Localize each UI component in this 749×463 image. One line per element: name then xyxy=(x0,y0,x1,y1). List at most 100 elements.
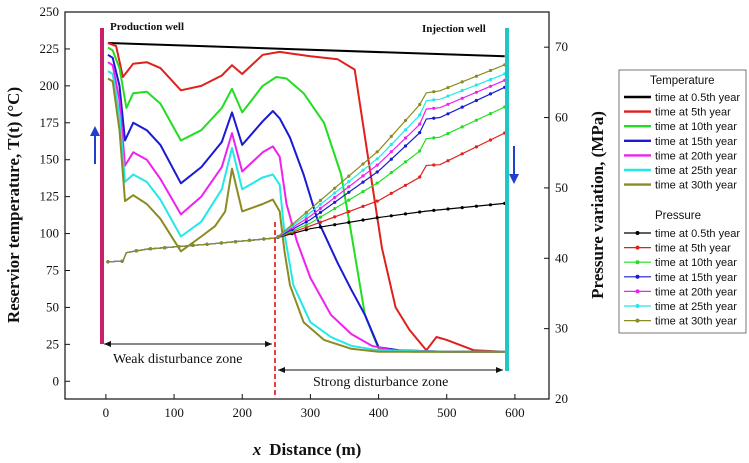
legend-pressure-label: time at 15th year xyxy=(655,272,737,284)
pressure-marker xyxy=(318,198,323,202)
pressure-marker xyxy=(333,195,337,200)
legend-pressure-label: time at 5th year xyxy=(655,243,731,255)
pressure-marker xyxy=(106,260,110,264)
legend-pressure-label: time at 30th year xyxy=(655,316,737,328)
pressure-marker xyxy=(120,259,124,263)
pressure-marker xyxy=(347,210,351,214)
pressure-marker xyxy=(375,181,379,185)
y2-tick-label: 70 xyxy=(555,39,568,54)
pressure-line-6 xyxy=(107,64,505,263)
pressure-marker xyxy=(347,185,351,189)
pressure-marker xyxy=(446,102,450,106)
pressure-marker xyxy=(304,225,308,229)
pressure-marker xyxy=(304,217,308,221)
legend-temperature-header: Temperature xyxy=(650,75,715,87)
pressure-marker xyxy=(361,218,365,222)
weak-zone-label: Weak disturbance zone xyxy=(113,352,242,367)
pressure-marker xyxy=(488,92,493,96)
pressure-marker xyxy=(460,105,464,109)
pressure-marker xyxy=(418,131,422,135)
legend-pressure-marker xyxy=(635,245,640,250)
pressure-marker xyxy=(248,238,252,242)
pressure-marker xyxy=(418,113,422,117)
legend-temp-label: time at 5th year xyxy=(655,107,731,119)
pressure-marker xyxy=(389,142,393,147)
pressure-line-4 xyxy=(107,79,505,263)
pressure-marker xyxy=(375,199,379,203)
pressure-marker xyxy=(403,212,408,216)
legend-temp-label: time at 0.5th year xyxy=(655,92,740,104)
pressure-marker xyxy=(333,223,337,227)
pressure-marker xyxy=(318,206,323,210)
legend-pressure-marker xyxy=(635,274,640,279)
pressure-marker xyxy=(389,157,393,161)
pressure-marker xyxy=(460,206,464,210)
pressure-marker xyxy=(318,202,323,206)
pressure-marker xyxy=(347,180,351,184)
pressure-line-5 xyxy=(107,73,505,263)
pressure-marker xyxy=(304,228,308,232)
pressure-marker xyxy=(418,175,422,179)
pressure-marker xyxy=(418,102,422,107)
y-tick-label: 225 xyxy=(40,41,60,56)
x-tick-label: 100 xyxy=(164,405,184,420)
pressure-marker xyxy=(488,77,493,82)
production-well-bar xyxy=(100,28,104,344)
pressure-marker xyxy=(403,160,408,164)
legend: Temperature Pressure time at 0.5th year t… xyxy=(618,69,747,334)
legend-pressure-label: time at 0.5th year xyxy=(655,228,740,240)
y-axis-title: Reservior temperature, T(t) (°C) xyxy=(4,87,23,323)
legend-pressure-label: time at 10th year xyxy=(655,257,737,269)
x-axis-symbol: x xyxy=(252,440,262,459)
temperature-line-4 xyxy=(107,61,505,353)
pressure-marker xyxy=(276,234,280,239)
pressure-marker xyxy=(219,241,223,245)
pressure-marker xyxy=(474,145,478,149)
pressure-marker xyxy=(432,163,436,167)
y-tick-label: 250 xyxy=(40,4,60,19)
pressure-marker xyxy=(432,90,436,94)
pressure-marker xyxy=(191,243,195,247)
legend-box xyxy=(618,69,747,334)
pressure-marker xyxy=(361,180,365,184)
pressure-line-1 xyxy=(107,132,505,263)
pressure-marker xyxy=(418,210,422,214)
pressure-marker xyxy=(375,170,379,174)
pressure-marker xyxy=(177,245,181,249)
pressure-marker xyxy=(432,136,436,140)
y2-tick-label: 50 xyxy=(555,180,568,195)
pressure-marker xyxy=(361,174,365,178)
pressure-marker xyxy=(460,152,464,156)
temperature-line-6 xyxy=(107,77,505,353)
legend-pressure-marker xyxy=(635,231,640,235)
legend-pressure-marker xyxy=(635,289,640,294)
x-axis-label: Distance (m) xyxy=(269,440,361,459)
pressure-marker xyxy=(446,94,450,98)
injection-well-bar xyxy=(505,28,509,371)
pressure-marker xyxy=(432,116,436,120)
y2-tick-label: 20 xyxy=(555,391,568,406)
pressure-marker xyxy=(304,223,308,227)
up-arrow-icon xyxy=(90,126,100,164)
pressure-marker xyxy=(262,237,266,241)
legend-temp-label: time at 25th year xyxy=(655,165,737,177)
pressure-marker xyxy=(389,134,393,138)
pressure-marker xyxy=(375,163,379,167)
pressure-marker xyxy=(432,106,436,110)
pressure-marker xyxy=(361,204,365,208)
pressure-marker xyxy=(134,249,138,253)
y-tick-label: 25 xyxy=(46,336,59,351)
pressure-marker xyxy=(318,220,323,224)
pressure-marker xyxy=(304,220,308,224)
x-tick-label: 500 xyxy=(437,405,457,420)
temperature-line-2 xyxy=(107,46,505,353)
temperature-line-1 xyxy=(107,42,505,353)
temperature-line-0 xyxy=(107,42,505,58)
pressure-marker xyxy=(488,68,493,73)
pressure-line-3 xyxy=(107,86,505,263)
x-tick-label: 0 xyxy=(103,405,110,420)
x-axis-title: x Distance (m) xyxy=(252,440,362,459)
legend-pressure-label: time at 20th year xyxy=(655,286,737,298)
down-arrow-icon xyxy=(509,146,519,184)
legend-pressure-label: time at 25th year xyxy=(655,301,737,313)
